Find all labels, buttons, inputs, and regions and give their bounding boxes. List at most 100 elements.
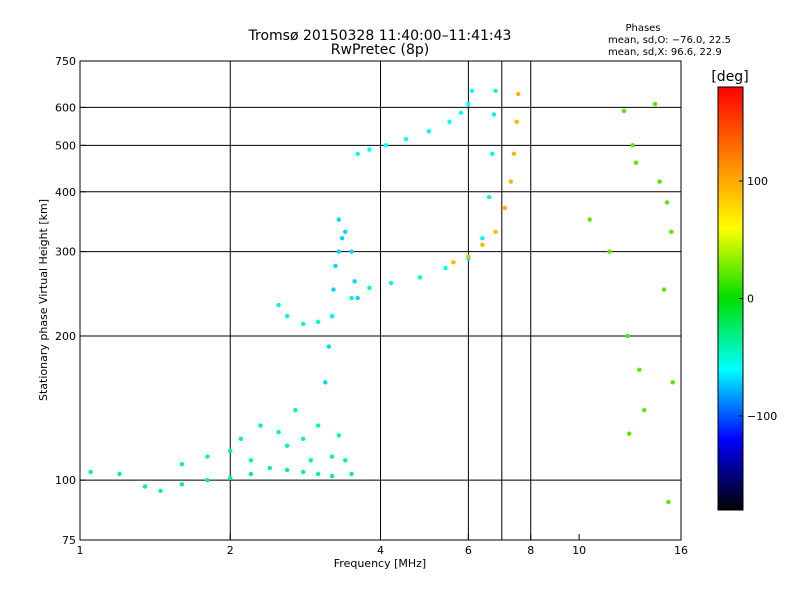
data-point (355, 295, 360, 301)
data-point (276, 429, 281, 435)
data-point (300, 321, 306, 327)
data-point (258, 423, 263, 428)
data-point (466, 101, 471, 107)
x-tick-label: 8 (527, 544, 534, 557)
x-tick-label: 1 (77, 544, 84, 557)
data-point (587, 217, 592, 222)
data-point (329, 313, 335, 319)
data-point (293, 407, 298, 413)
data-point (657, 179, 662, 184)
y-tick-label: 300 (55, 246, 76, 259)
data-point (276, 302, 281, 308)
colorbar-ticks: 100 0 −100 (739, 175, 777, 423)
data-point (443, 266, 448, 271)
data-point (607, 249, 612, 254)
data-point (349, 295, 354, 301)
data-point (284, 443, 290, 448)
data-point (630, 143, 635, 148)
data-point (403, 136, 409, 142)
data-point (238, 436, 244, 441)
data-point (142, 484, 148, 489)
data-point (331, 287, 336, 292)
data-point (502, 205, 508, 211)
y-tick-label: 750 (55, 55, 76, 68)
data-point (664, 200, 670, 205)
y-tick-label: 200 (55, 330, 76, 343)
data-point (670, 380, 675, 385)
data-point (447, 119, 452, 124)
data-point (205, 454, 210, 459)
data-point (179, 461, 185, 467)
colorbar (717, 86, 744, 511)
data-point (383, 143, 389, 148)
y-tick-label: 75 (62, 534, 76, 547)
data-point (625, 333, 630, 339)
colorbar-label: [deg] (711, 69, 748, 85)
data-point (352, 279, 357, 284)
data-point (323, 380, 328, 385)
data-point (637, 367, 642, 372)
colorbar-tick-label: 0 (747, 293, 754, 306)
data-point (516, 91, 521, 97)
chart-subtitle: RwPretec (8p) (331, 42, 429, 58)
data-point (417, 275, 423, 280)
x-tick-label: 2 (227, 544, 234, 557)
data-point (326, 344, 331, 349)
data-point (336, 249, 342, 254)
x-tick-label: 4 (377, 544, 384, 557)
data-point (315, 423, 321, 428)
data-point (300, 436, 306, 441)
data-point (627, 431, 632, 436)
data-point (228, 448, 233, 454)
stats-x-line: mean, sd,X: 96.6, 22.9 (608, 47, 722, 58)
data-point (491, 112, 497, 117)
x-tick-label: 10 (572, 544, 586, 557)
data-point (480, 235, 485, 241)
points-layer (88, 88, 675, 505)
y-axis-label: Stationary phase Virtual Height [km] (37, 199, 50, 401)
y-tick-label: 400 (55, 186, 76, 199)
chart-title: Tromsø 20150328 11:40:00–11:41:43 (248, 28, 512, 44)
data-point (205, 477, 210, 483)
data-point (248, 458, 254, 463)
data-point (641, 407, 647, 413)
data-point (158, 488, 163, 494)
data-point (248, 471, 254, 477)
data-point (511, 151, 517, 157)
data-point (300, 469, 306, 475)
stats-o-line: mean, sd,O: −76.0, 22.5 (608, 35, 731, 46)
stats-heading: Phases (625, 23, 660, 34)
y-tick-label: 500 (55, 139, 76, 152)
data-point (343, 229, 348, 234)
data-point (228, 475, 233, 481)
data-point (117, 471, 122, 477)
y-tick-label: 600 (55, 101, 76, 114)
data-point (315, 471, 321, 477)
data-point (493, 88, 498, 93)
data-point (267, 465, 272, 471)
data-point (329, 454, 335, 459)
data-point (355, 151, 360, 157)
data-point (88, 469, 93, 475)
data-point (514, 119, 519, 124)
data-point (661, 287, 667, 292)
data-point (367, 147, 372, 152)
data-point (284, 313, 290, 319)
data-point (426, 129, 432, 134)
data-point (367, 285, 372, 291)
data-point (349, 249, 354, 254)
data-point (336, 217, 342, 222)
data-point (388, 280, 394, 286)
data-point (652, 101, 658, 107)
data-point (339, 235, 345, 241)
data-point (451, 260, 456, 265)
data-point (508, 179, 514, 184)
data-point (343, 458, 348, 463)
data-point (336, 433, 342, 438)
data-point (308, 458, 313, 463)
data-point (284, 467, 290, 473)
data-point (315, 319, 321, 325)
data-point (469, 88, 475, 93)
colorbar-tick-label: 100 (747, 175, 768, 188)
